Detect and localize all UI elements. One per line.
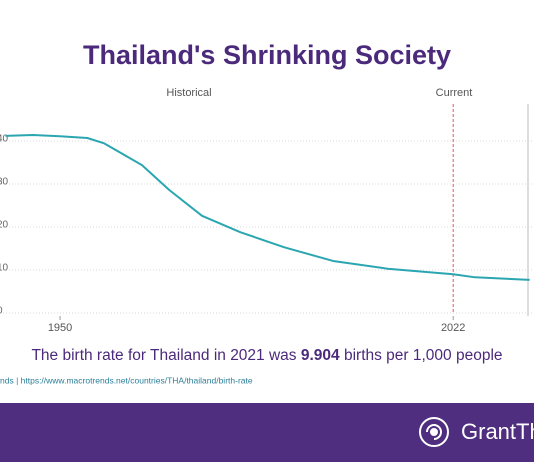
- subtitle-text: births per 1,000 people: [340, 347, 503, 364]
- subtitle: The birth rate for Thailand in 2021 was …: [31, 347, 502, 364]
- chart-title: Thailand's Shrinking Society: [83, 40, 451, 70]
- y-tick-label: 30: [0, 177, 9, 188]
- annotation: Historical: [166, 87, 211, 99]
- y-tick-label: 10: [0, 263, 9, 274]
- logo: [419, 417, 449, 447]
- footer-band: [0, 403, 534, 462]
- y-tick-label: 20: [0, 220, 9, 231]
- y-tick-label: 40: [0, 134, 9, 145]
- subtitle-text: The birth rate for Thailand in 2021 was: [31, 347, 300, 364]
- source: nds | https://www.macrotrends.net/countr…: [0, 375, 253, 385]
- annotation: Current: [436, 87, 473, 99]
- brand: GrantTh: [461, 419, 534, 444]
- x-tick-label: 2022: [441, 322, 465, 334]
- x-tick-label: 1950: [48, 322, 72, 334]
- subtitle-value: 9.904: [301, 347, 340, 364]
- y-tick-label: 0: [0, 306, 3, 317]
- line: [5, 133, 530, 281]
